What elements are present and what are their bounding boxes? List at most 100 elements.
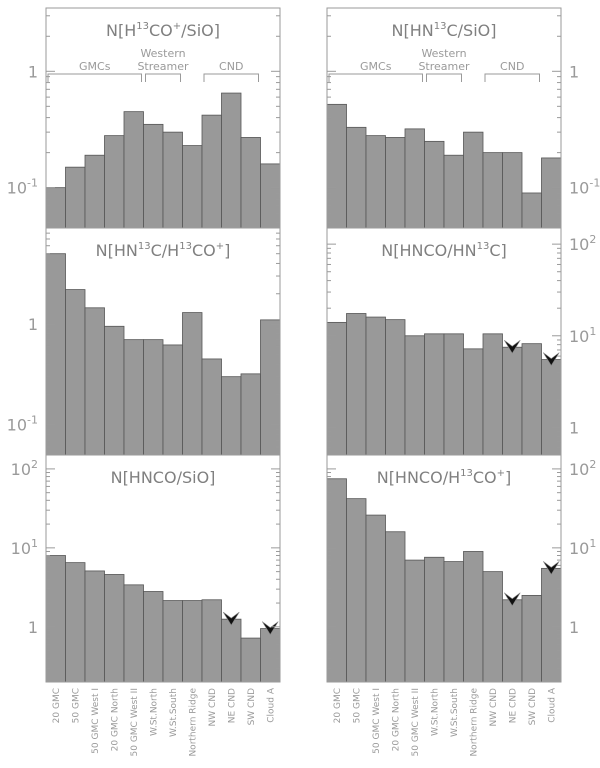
bar-1-7 [162, 131, 183, 229]
bar-2-2 [346, 126, 367, 229]
group-label-2-2: Western [421, 47, 466, 60]
bar-2-11 [521, 192, 542, 229]
bar-3-8 [182, 312, 203, 456]
bar-3-6 [143, 339, 164, 456]
bar-4-4 [385, 319, 406, 456]
ytick-label-6-1: 1 [569, 618, 579, 637]
bar-6-5 [404, 559, 425, 683]
bar-3-7 [162, 344, 183, 456]
bar-1-9 [201, 114, 222, 229]
ytick-label-3-2: 1 [28, 315, 38, 334]
upper-limit-marker-4-10 [503, 339, 521, 354]
panel-title-4: N[HNCO/HN13C] [381, 241, 507, 260]
panel-title-2: N[HN13C/SiO] [392, 21, 497, 40]
group-label-1-2: Streamer [137, 60, 189, 73]
bar-1-2 [65, 166, 86, 229]
bar-2-6 [424, 140, 445, 229]
bar-5-5 [123, 584, 144, 683]
bar-3-10 [221, 376, 242, 456]
bar-6-3 [365, 514, 386, 683]
bar-5-3 [84, 570, 105, 683]
category-label-6-10: NE CND [508, 688, 518, 723]
group-label-2-2: Streamer [418, 60, 470, 73]
bar-4-12 [541, 359, 562, 456]
bar-5-4 [104, 574, 125, 683]
bar-1-3 [84, 154, 105, 229]
bar-2-5 [404, 128, 425, 229]
bar-1-8 [182, 145, 203, 229]
category-label-5-1: 20 GMC [52, 688, 62, 723]
group-label-2-3: CND [500, 60, 524, 73]
panel-5: 1 101 102 N[HNCO/SiO] 20 GMC 50 GMC 50 GMC Wes… [11, 454, 281, 757]
group-bracket-1-1 [47, 73, 142, 82]
ytick-label-5-1: 1 [28, 618, 38, 637]
bar-5-8 [182, 600, 203, 683]
bar-2-7 [443, 154, 464, 229]
ytick-label-4-1: 1 [569, 418, 579, 437]
bar-6-12 [541, 567, 562, 683]
panel-4: 1 101 102 N[HNCO/HN13C] [326, 227, 596, 456]
upper-limit-marker-4-12 [542, 352, 560, 367]
bar-5-6 [143, 591, 164, 683]
panel-title-1: N[H13CO+/SiO] [106, 21, 220, 40]
bar-2-4 [385, 137, 406, 229]
bar-2-8 [463, 131, 484, 229]
bar-3-9 [201, 358, 222, 456]
panel-title-6: N[HNCO/H13CO+] [377, 468, 512, 487]
bar-2-9 [482, 152, 503, 229]
group-bracket-1-2 [145, 73, 181, 82]
category-label-5-10: NE CND [227, 688, 237, 723]
panel-title-3: N[HN13C/H13CO+] [96, 241, 231, 260]
ytick-label-5-3: 102 [11, 458, 38, 479]
category-label-6-11: SW CND [528, 688, 538, 725]
category-label-6-12: Cloud A [547, 687, 557, 723]
category-label-6-1: 20 GMC [333, 688, 343, 723]
ytick-label-5-2: 101 [11, 537, 38, 558]
group-bracket-2-2 [426, 73, 462, 82]
category-label-6-5: 50 GMC West II [411, 688, 421, 757]
ytick-label-1-2: 1 [28, 62, 38, 81]
bar-4-8 [463, 348, 484, 456]
category-label-6-8: Northern Ridge [469, 688, 479, 757]
bar-6-10 [502, 599, 523, 683]
upper-limit-marker-5-10 [222, 611, 240, 626]
bar-6-9 [482, 571, 503, 683]
bar-1-4 [104, 135, 125, 229]
bar-4-10 [502, 346, 523, 456]
bar-6-6 [424, 556, 445, 683]
category-label-5-3: 50 GMC West I [91, 688, 101, 754]
category-label-6-9: NW CND [489, 688, 499, 727]
ytick-label-4-3: 102 [569, 233, 596, 254]
bar-5-11 [240, 637, 261, 683]
bar-5-12 [260, 628, 281, 683]
bar-4-5 [404, 335, 425, 456]
bar-4-7 [443, 333, 464, 456]
bar-3-5 [123, 339, 144, 456]
bar-4-2 [346, 313, 367, 456]
category-label-5-5: 50 GMC West II [130, 688, 140, 757]
ytick-label-6-3: 102 [569, 458, 596, 479]
panel-3: 10-1 1 N[HN13C/H13CO+] [7, 227, 281, 456]
group-bracket-2-1 [328, 73, 423, 82]
bar-6-4 [385, 531, 406, 683]
bar-1-5 [123, 111, 144, 229]
bar-6-7 [443, 561, 464, 683]
bar-3-4 [104, 325, 125, 456]
category-label-6-3: 50 GMC West I [372, 688, 382, 754]
ytick-label-1-1: 10-1 [7, 177, 38, 198]
bar-5-9 [201, 599, 222, 683]
upper-limit-marker-6-10 [503, 592, 521, 607]
ytick-label-4-2: 101 [569, 325, 596, 346]
bar-1-12 [260, 163, 281, 229]
group-bracket-1-3 [203, 73, 259, 82]
bar-3-11 [240, 373, 261, 456]
ytick-label-6-2: 101 [569, 537, 596, 558]
bar-2-3 [365, 135, 386, 229]
bar-6-8 [463, 551, 484, 683]
panel-6: 1 101 102 N[HNCO/H13CO+] 20 GMC 50 GMC 50 GMC … [326, 454, 596, 757]
category-label-6-6: W.St.North [430, 688, 440, 736]
bar-6-11 [521, 594, 542, 683]
